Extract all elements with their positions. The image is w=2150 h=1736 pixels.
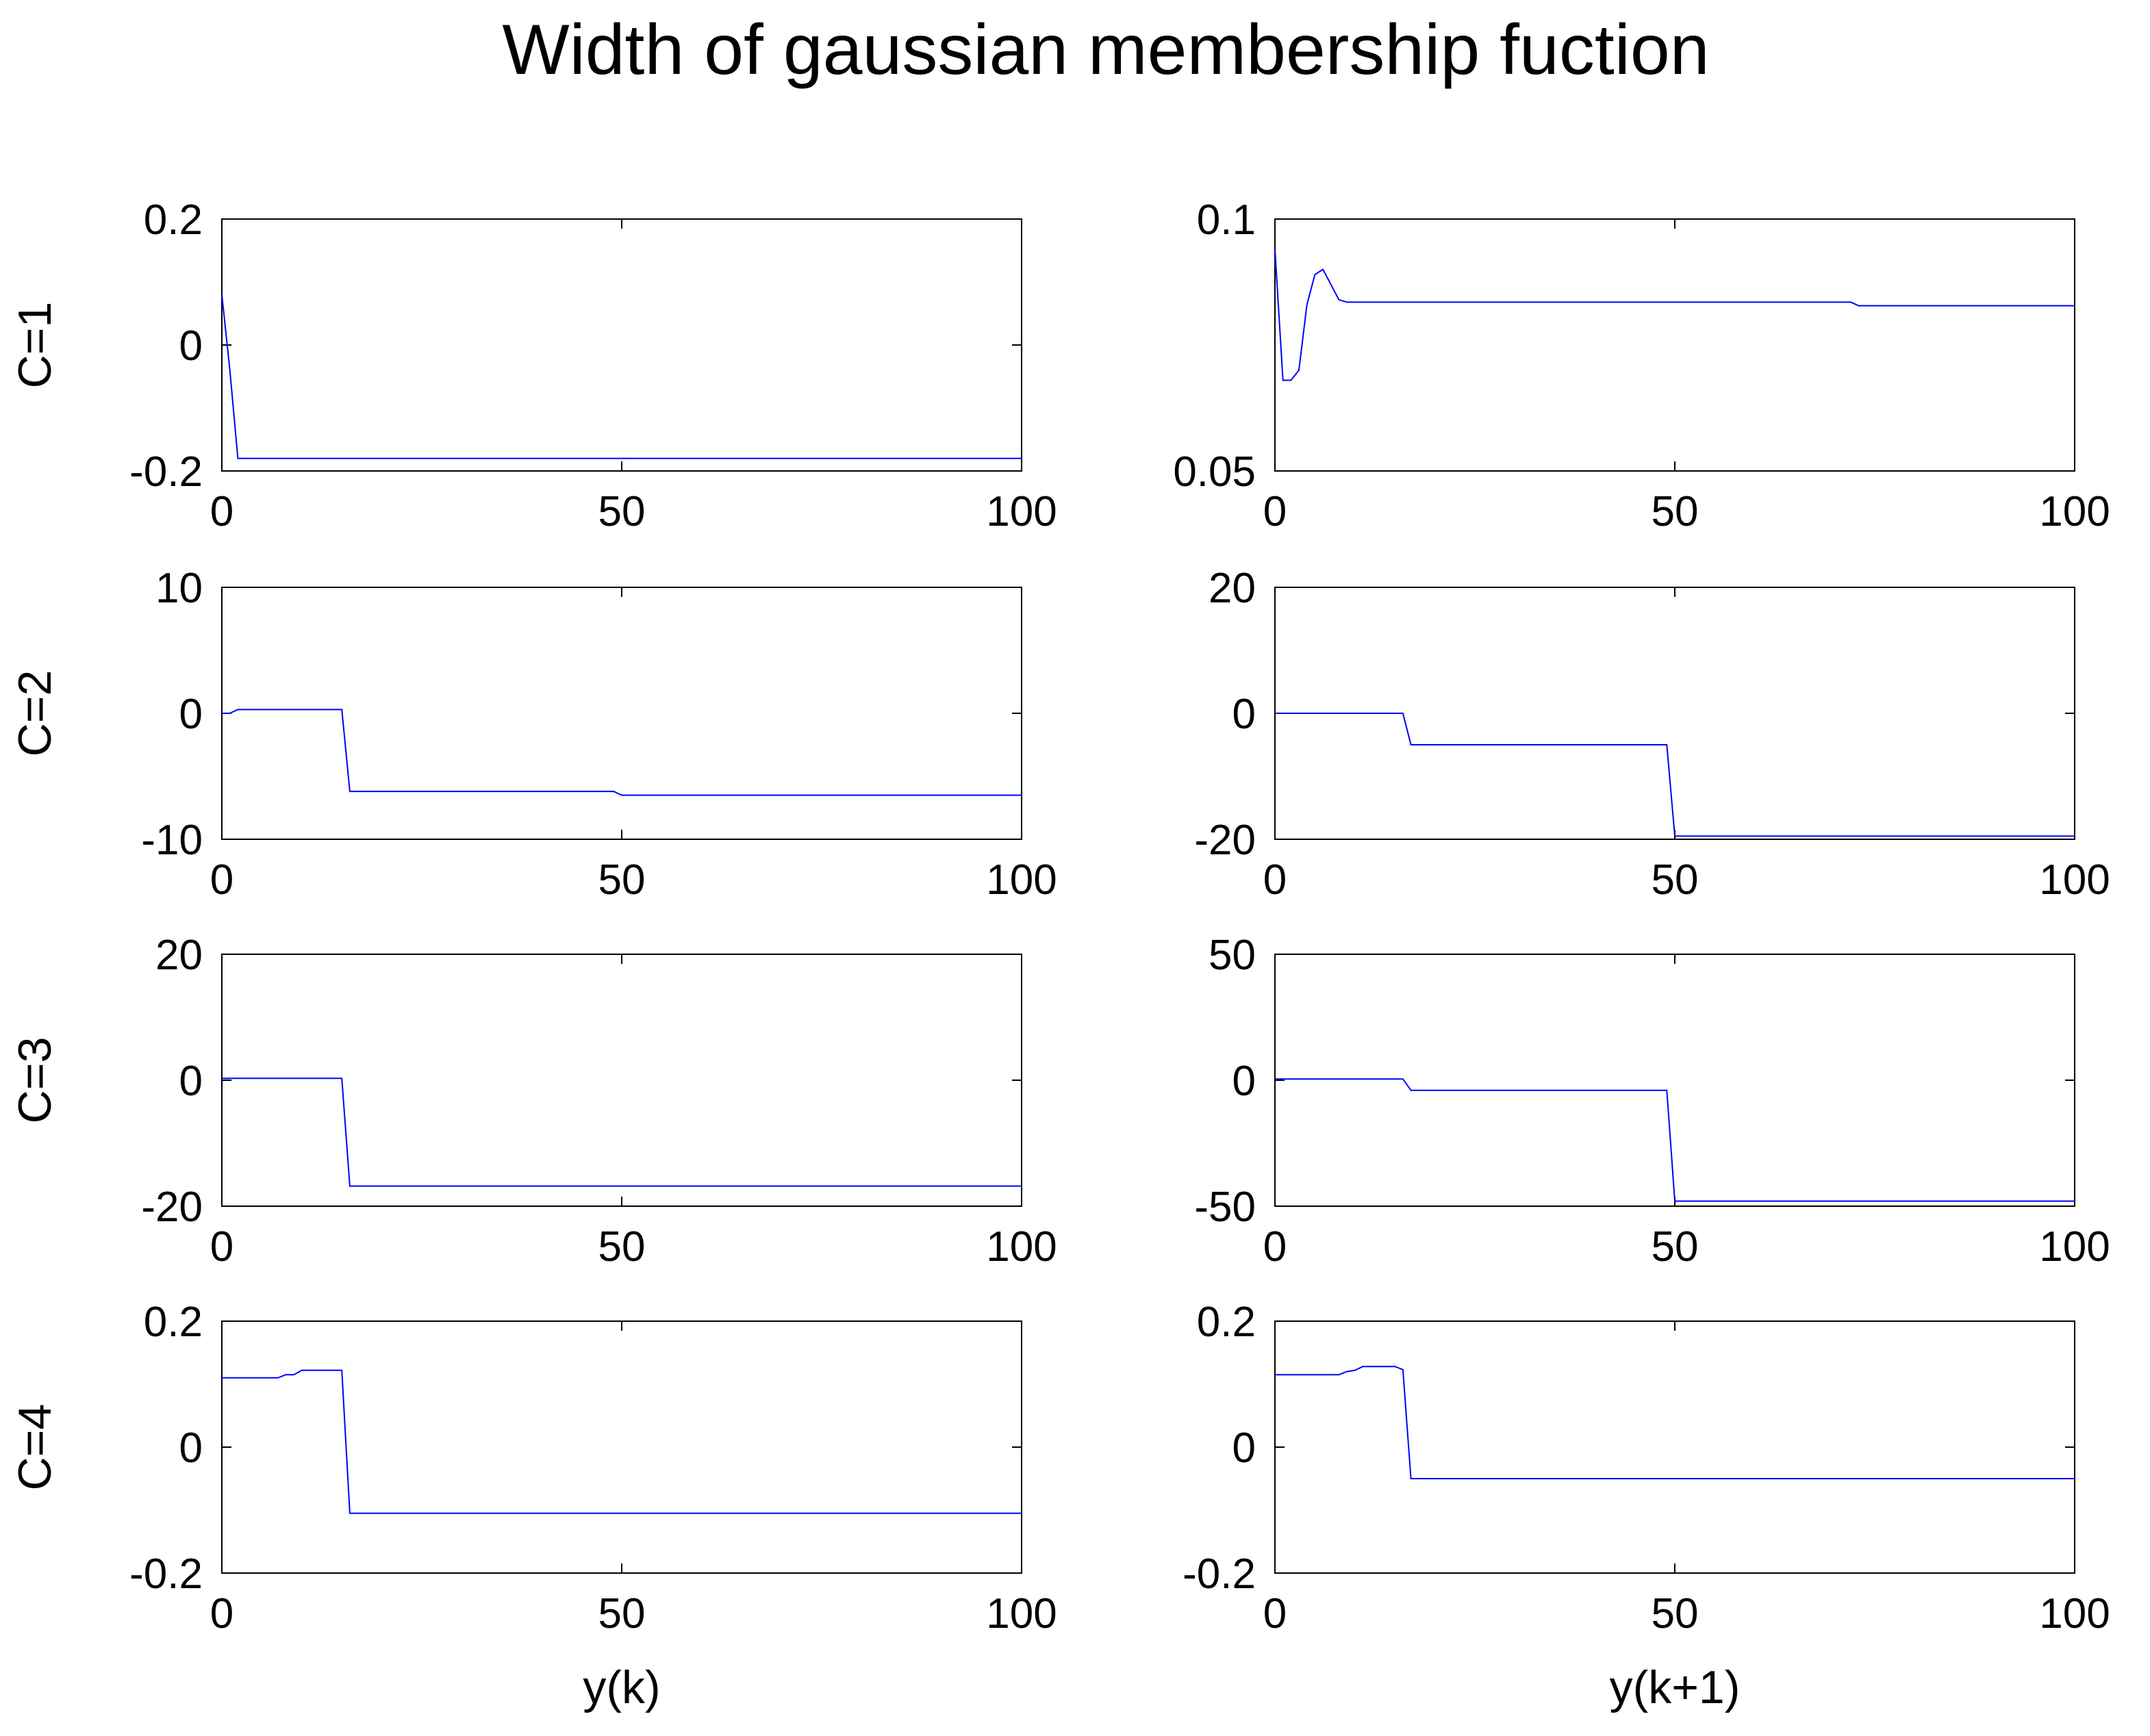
subplot-r3c2-ytick-label: 0 xyxy=(1232,1058,1256,1105)
subplot-r1c1-xtick-label: 100 xyxy=(986,488,1057,535)
subplot-r4c2-xtick-label: 0 xyxy=(1263,1590,1287,1637)
subplot-r3c1-xtick-label: 0 xyxy=(210,1223,233,1271)
subplot-r3c2-xtick-label: 0 xyxy=(1263,1223,1287,1271)
subplot-r1c2-xtick-label: 100 xyxy=(2039,488,2110,535)
subplot-r2c1-ytick-label: -10 xyxy=(141,817,203,864)
subplot-r2c1-series-line xyxy=(222,709,1022,796)
subplot-r3c2-series-line xyxy=(1275,1078,2075,1202)
subplot-r4c1-ytick-label: -0.2 xyxy=(129,1550,203,1598)
subplot-r4c1-xtick-label: 0 xyxy=(210,1590,233,1637)
subplot-r4c1-ytick-label: 0.2 xyxy=(144,1299,203,1346)
subplot-r1c1-ylabel: C=1 xyxy=(9,302,61,389)
subplot-r3c2-xtick-label: 100 xyxy=(2039,1223,2110,1271)
subplot-r1c2-xtick-label: 50 xyxy=(1652,488,1699,535)
subplot-r1c1-ytick-label: -0.2 xyxy=(129,448,203,496)
subplot-r1c2-xtick-label: 0 xyxy=(1263,488,1287,535)
subplot-r2c2-xtick-label: 0 xyxy=(1263,856,1287,904)
subplot-r1c2-ytick-label: 0.05 xyxy=(1173,448,1256,496)
subplot-r3c2-xtick-label: 50 xyxy=(1652,1223,1699,1271)
subplot-r4c2-series-line xyxy=(1275,1366,2075,1479)
subplot-r2c2-ytick-label: 0 xyxy=(1232,691,1256,738)
subplot-r3c1-ytick-label: -20 xyxy=(141,1184,203,1231)
subplot-r1c2-ytick-label: 0.1 xyxy=(1197,196,1256,244)
subplot-r4c2: 0 50 100-0.200.2y(k+1) xyxy=(1182,1299,2110,1713)
subplot-r1c1-ytick-label: 0.2 xyxy=(144,196,203,244)
subplot-r1c2-series-line xyxy=(1274,249,2075,381)
subplot-r3c1-ylabel: C=3 xyxy=(9,1037,61,1124)
subplot-r4c2-ytick-label: -0.2 xyxy=(1182,1550,1256,1598)
subplot-r1c1-xtick-label: 50 xyxy=(598,488,646,535)
subplot-r2c2-ytick-label: 20 xyxy=(1209,565,1256,612)
subplot-r3c1-ytick-label: 20 xyxy=(155,932,203,979)
subplot-r4c2-xtick-label: 100 xyxy=(2039,1590,2110,1637)
subplot-r1c2: 0 50 100 0.05 0.1 xyxy=(1173,196,2110,535)
subplot-r3c1-xtick-label: 100 xyxy=(986,1223,1057,1271)
figure-title: Width of gaussian membership fuction xyxy=(502,10,1709,90)
subplot-r2c2-ytick-label: -20 xyxy=(1194,817,1256,864)
subplot-r2c1-ytick-label: 10 xyxy=(155,565,203,612)
subplot-r4c1-ytick-label: 0 xyxy=(179,1425,203,1472)
subplot-r2c1-xtick-label: 50 xyxy=(598,856,646,904)
subplot-r3c2-ytick-label: -50 xyxy=(1194,1184,1256,1231)
subplot-r4c1: 0 50 100-0.200.2C=4y(k) xyxy=(9,1299,1057,1713)
subplot-r2c2-xtick-label: 100 xyxy=(2039,856,2110,904)
subplot-r3c1-ytick-label: 0 xyxy=(179,1058,203,1105)
subplot-r3c1-xtick-label: 50 xyxy=(598,1223,646,1271)
subplot-r4c1-series-line xyxy=(222,1369,1022,1514)
subplot-r4c1-xtick-label: 50 xyxy=(598,1590,646,1637)
subplot-r2c2-xtick-label: 50 xyxy=(1652,856,1699,904)
subplot-r3c1-series-line xyxy=(222,1077,1022,1187)
subplot-r3c2-ytick-label: 50 xyxy=(1209,932,1256,979)
subplot-r4c2-xlabel: y(k+1) xyxy=(1610,1661,1741,1713)
subplot-r4c1-ylabel: C=4 xyxy=(9,1404,61,1491)
subplot-r2c2-series-line xyxy=(1275,713,2075,837)
subplot-r4c2-ytick-label: 0 xyxy=(1232,1425,1256,1472)
subplot-r1c1: 0 50 100-0.200.2C=1 xyxy=(9,196,1057,535)
subplot-r2c1-ylabel: C=2 xyxy=(9,670,61,757)
subplot-r2c1-xtick-label: 100 xyxy=(986,856,1057,904)
subplot-r2c1-ytick-label: 0 xyxy=(179,691,203,738)
subplot-r4c1-xtick-label: 100 xyxy=(986,1590,1057,1637)
subplot-r1c1-ytick-label: 0 xyxy=(179,322,203,370)
subplot-r1c1-series-line xyxy=(221,294,1022,459)
subplot-r4c2-xtick-label: 50 xyxy=(1652,1590,1699,1637)
subplot-r2c1-xtick-label: 0 xyxy=(210,856,233,904)
subplot-r4c2-ytick-label: 0.2 xyxy=(1197,1299,1256,1346)
subplot-r1c1-xtick-label: 0 xyxy=(210,488,233,535)
subplot-r4c1-xlabel: y(k) xyxy=(583,1661,660,1713)
